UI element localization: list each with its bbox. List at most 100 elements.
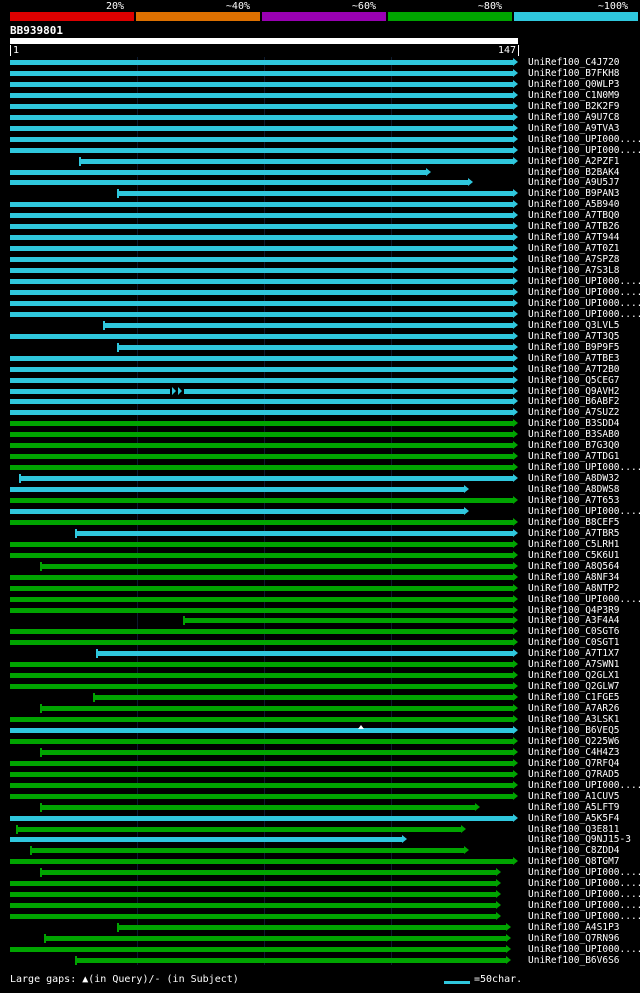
alignment-row[interactable]: UniRef100_UPI000.... xyxy=(0,462,640,473)
hit-accession-label[interactable]: UniRef100_Q0WLP3 xyxy=(528,78,620,90)
alignment-bar[interactable] xyxy=(10,432,513,438)
alignment-bar[interactable] xyxy=(10,333,513,339)
hit-accession-label[interactable]: UniRef100_A9U7C8 xyxy=(528,111,620,123)
alignment-bar[interactable] xyxy=(10,903,496,909)
alignment-bar[interactable] xyxy=(97,651,513,657)
alignment-bar[interactable] xyxy=(76,530,513,536)
alignment-row[interactable]: UniRef100_A9U5J7 xyxy=(0,177,640,188)
hit-accession-label[interactable]: UniRef100_A7TDG1 xyxy=(528,451,620,463)
hit-accession-label[interactable]: UniRef100_B7G3Q0 xyxy=(528,440,620,452)
hit-accession-label[interactable]: UniRef100_UPI000.... xyxy=(528,297,640,309)
alignment-row[interactable]: UniRef100_UPI000.... xyxy=(0,134,640,145)
hit-accession-label[interactable]: UniRef100_A8Q564 xyxy=(528,560,620,572)
hit-accession-label[interactable]: UniRef100_C8ZDD4 xyxy=(528,845,620,857)
hit-accession-label[interactable]: UniRef100_A2PZF1 xyxy=(528,155,620,167)
alignment-bar[interactable] xyxy=(10,574,513,580)
alignment-row[interactable]: UniRef100_B3SAB0 xyxy=(0,429,640,440)
alignment-row[interactable]: UniRef100_UPI000.... xyxy=(0,594,640,605)
alignment-row[interactable]: UniRef100_A2PZF1 xyxy=(0,156,640,167)
alignment-bar[interactable] xyxy=(10,443,513,449)
alignment-bar[interactable] xyxy=(10,136,513,142)
alignment-bar[interactable] xyxy=(41,749,513,755)
alignment-bar[interactable] xyxy=(79,158,513,164)
alignment-bar[interactable] xyxy=(10,454,513,460)
alignment-bar[interactable] xyxy=(10,388,513,394)
alignment-row[interactable]: UniRef100_B6V6S6 xyxy=(0,955,640,966)
alignment-row[interactable]: UniRef100_C1N0M9 xyxy=(0,90,640,101)
hit-accession-label[interactable]: UniRef100_UPI000.... xyxy=(528,911,640,923)
alignment-bar[interactable] xyxy=(10,465,513,471)
alignment-row[interactable]: UniRef100_A7SWN1 xyxy=(0,659,640,670)
alignment-bar[interactable] xyxy=(10,311,513,317)
hit-accession-label[interactable]: UniRef100_A7T0Z1 xyxy=(528,243,620,255)
alignment-bar[interactable] xyxy=(10,289,513,295)
alignment-bar[interactable] xyxy=(10,180,468,186)
alignment-row[interactable]: UniRef100_A7T0Z1 xyxy=(0,243,640,254)
alignment-bar[interactable] xyxy=(10,421,513,427)
alignment-row[interactable]: UniRef100_C5K6U1 xyxy=(0,550,640,561)
alignment-row[interactable]: UniRef100_A8DWS8 xyxy=(0,484,640,495)
alignment-row[interactable]: UniRef100_A7SPZ8 xyxy=(0,254,640,265)
alignment-row[interactable]: UniRef100_A7TDG1 xyxy=(0,451,640,462)
alignment-row[interactable]: UniRef100_C4J720 xyxy=(0,57,640,68)
alignment-row[interactable]: UniRef100_A7SUZ2 xyxy=(0,407,640,418)
alignment-row[interactable]: UniRef100_A1CUV5 xyxy=(0,791,640,802)
hit-accession-label[interactable]: UniRef100_C4J720 xyxy=(528,57,620,68)
alignment-bar[interactable] xyxy=(10,169,426,175)
alignment-row[interactable]: UniRef100_A8NTP2 xyxy=(0,583,640,594)
alignment-bar[interactable] xyxy=(10,771,513,777)
hit-accession-label[interactable]: UniRef100_Q2GLW7 xyxy=(528,681,620,693)
hit-accession-label[interactable]: UniRef100_A7T1X7 xyxy=(528,648,620,660)
hit-accession-label[interactable]: UniRef100_C4H4Z3 xyxy=(528,746,620,758)
alignment-bar[interactable] xyxy=(10,837,402,843)
alignment-row[interactable]: UniRef100_Q7RFQ4 xyxy=(0,758,640,769)
alignment-row[interactable]: UniRef100_A5B940 xyxy=(0,199,640,210)
alignment-bar[interactable] xyxy=(117,344,513,350)
hit-accession-label[interactable]: UniRef100_A5B940 xyxy=(528,199,620,211)
alignment-bar[interactable] xyxy=(10,519,513,525)
alignment-row[interactable]: UniRef100_A7T1X7 xyxy=(0,648,640,659)
alignment-bar[interactable] xyxy=(117,191,513,197)
alignment-row[interactable]: UniRef100_A9U7C8 xyxy=(0,112,640,123)
alignment-row[interactable]: UniRef100_Q0WLP3 xyxy=(0,79,640,90)
alignment-bar[interactable] xyxy=(10,508,465,514)
alignment-row[interactable]: UniRef100_A8Q564 xyxy=(0,561,640,572)
alignment-row[interactable]: UniRef100_A7TBQ0 xyxy=(0,210,640,221)
alignment-bar[interactable] xyxy=(10,114,513,120)
alignment-row[interactable]: UniRef100_B2K2F9 xyxy=(0,101,640,112)
alignment-row[interactable]: UniRef100_A8NF34 xyxy=(0,572,640,583)
hit-accession-label[interactable]: UniRef100_Q2GLX1 xyxy=(528,670,620,682)
alignment-bar[interactable] xyxy=(17,826,461,832)
alignment-bar[interactable] xyxy=(10,213,513,219)
alignment-bar[interactable] xyxy=(10,498,513,503)
alignment-bar[interactable] xyxy=(10,673,513,679)
alignment-bar[interactable] xyxy=(10,366,513,372)
alignment-row[interactable]: UniRef100_B9PAN3 xyxy=(0,188,640,199)
hit-accession-label[interactable]: UniRef100_UPI000.... xyxy=(528,144,640,156)
hit-accession-label[interactable]: UniRef100_B6ABF2 xyxy=(528,396,620,408)
alignment-bar[interactable] xyxy=(10,717,513,722)
hit-accession-label[interactable]: UniRef100_A8DW32 xyxy=(528,473,620,485)
alignment-bar[interactable] xyxy=(10,202,513,208)
hit-accession-label[interactable]: UniRef100_A7SPZ8 xyxy=(528,254,620,266)
alignment-bar[interactable] xyxy=(10,81,513,87)
hit-accession-label[interactable]: UniRef100_UPI000.... xyxy=(528,505,640,517)
alignment-row[interactable]: UniRef100_UPI000.... xyxy=(0,309,640,320)
hit-accession-label[interactable]: UniRef100_UPI000.... xyxy=(528,462,640,474)
hit-accession-label[interactable]: UniRef100_Q4P3R9 xyxy=(528,604,620,616)
alignment-row[interactable]: UniRef100_UPI000.... xyxy=(0,878,640,889)
alignment-row[interactable]: UniRef100_UPI000.... xyxy=(0,780,640,791)
hit-accession-label[interactable]: UniRef100_UPI000.... xyxy=(528,943,640,955)
hit-accession-label[interactable]: UniRef100_B9P9F5 xyxy=(528,341,620,353)
alignment-row[interactable]: UniRef100_B7FKH8 xyxy=(0,68,640,79)
alignment-bar[interactable] xyxy=(10,727,513,733)
hit-accession-label[interactable]: UniRef100_A7T2B0 xyxy=(528,363,620,375)
hit-accession-label[interactable]: UniRef100_A7T944 xyxy=(528,232,620,244)
alignment-bar[interactable] xyxy=(10,815,513,821)
hit-accession-label[interactable]: UniRef100_B2BAK4 xyxy=(528,166,620,178)
alignment-row[interactable]: UniRef100_A7TBR5 xyxy=(0,528,640,539)
alignment-row[interactable]: UniRef100_Q7RN96 xyxy=(0,933,640,944)
alignment-row[interactable]: UniRef100_C8ZDD4 xyxy=(0,845,640,856)
hit-accession-label[interactable]: UniRef100_C1N0M9 xyxy=(528,89,620,101)
alignment-row[interactable]: UniRef100_B8CEF5 xyxy=(0,517,640,528)
